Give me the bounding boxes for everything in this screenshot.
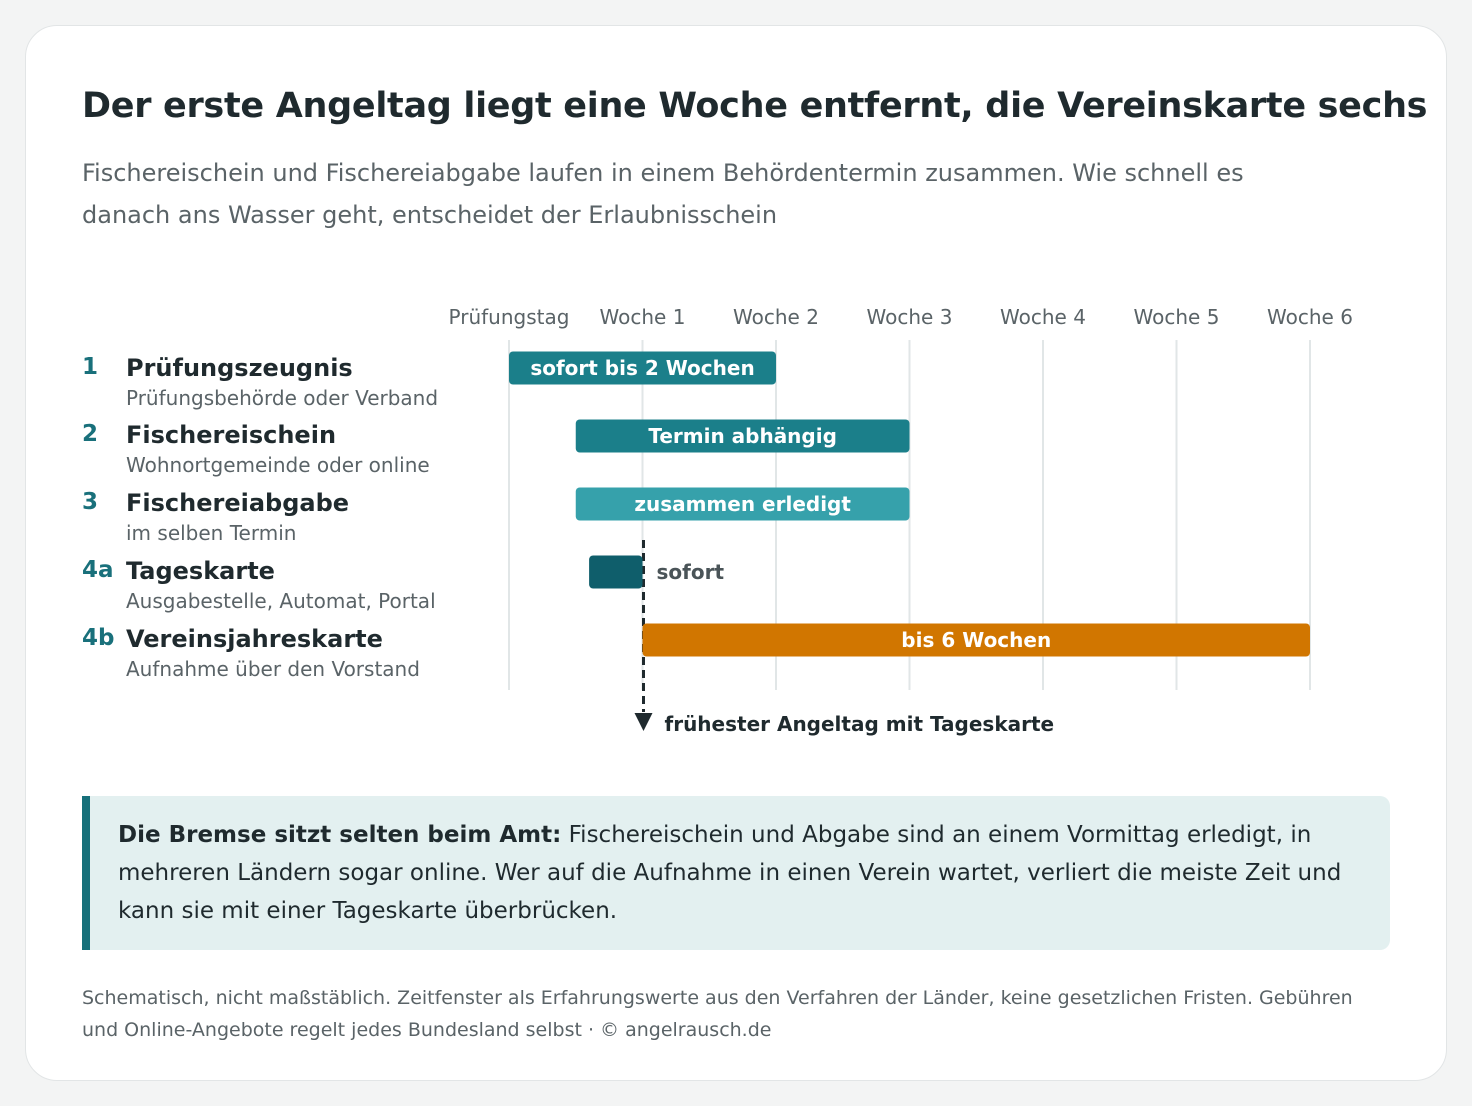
row-number: 4b <box>82 625 115 651</box>
timeline-bar <box>575 487 910 521</box>
row-subtitle: im selben Termin <box>126 521 297 545</box>
timeline-bar <box>642 623 1310 657</box>
bar-label: zusammen erledigt <box>634 492 851 516</box>
page-subtitle: Fischereischein und Fischereiabgabe lauf… <box>82 159 1244 229</box>
row-title: Tageskarte <box>126 557 275 585</box>
timeline-bar <box>509 351 776 385</box>
bar-label: bis 6 Wochen <box>901 628 1051 652</box>
timeline-bar <box>575 419 910 453</box>
bar-label: Termin abhängig <box>648 424 837 448</box>
timeline-chart: Prüfungstag Woche 1 Woche 2 Woche 3 Woche 4 W… <box>449 305 1353 736</box>
row-subtitle: Prüfungsbehörde oder Verband <box>126 386 439 410</box>
row-title: Fischereiabgabe <box>126 489 350 517</box>
bar-label: sofort bis 2 Wochen <box>530 356 754 380</box>
marker-arrow <box>634 713 653 731</box>
x-tick-label: Woche 5 <box>1134 305 1220 329</box>
row-number: 3 <box>82 489 99 515</box>
x-tick-label: Woche 3 <box>867 305 953 329</box>
x-tick-label: Prüfungstag <box>449 305 570 329</box>
x-tick-label: Woche 2 <box>733 305 819 329</box>
marker-label: frühester Angeltag mit Tageskarte <box>665 712 1055 736</box>
row-title: Vereinsjahreskarte <box>126 625 383 653</box>
x-tick-label: Woche 6 <box>1267 305 1353 329</box>
row-title: Prüfungszeugnis <box>126 354 353 382</box>
callout-bold: Die Bremse sitzt selten beim Amt: <box>118 822 562 848</box>
x-tick-label: Woche 4 <box>1000 305 1086 329</box>
row-title: Fischereischein <box>126 421 337 449</box>
row-number: 1 <box>82 354 99 380</box>
row-subtitle: Wohnortgemeinde oder online <box>126 453 430 477</box>
page-title: Der erste Angeltag liegt eine Woche entf… <box>82 86 1428 126</box>
footnote: Schematisch, nicht maßstäblich. Zeitfens… <box>82 987 1353 1041</box>
timeline-bar <box>589 555 643 589</box>
x-tick-label: Woche 1 <box>600 305 686 329</box>
row-subtitle: Aufnahme über den Vorstand <box>126 657 420 681</box>
callout-body: Fischereischein und Abgabe sind an einem… <box>118 822 1342 924</box>
callout-text: Die Bremse sitzt selten beim Amt: Fische… <box>118 816 1362 930</box>
callout-box: Die Bremse sitzt selten beim Amt: Fische… <box>82 796 1390 950</box>
bar-label: sofort <box>657 560 725 584</box>
row-subtitle: Ausgabestelle, Automat, Portal <box>126 589 436 613</box>
row-number: 2 <box>82 421 99 447</box>
row-number: 4a <box>82 557 114 583</box>
